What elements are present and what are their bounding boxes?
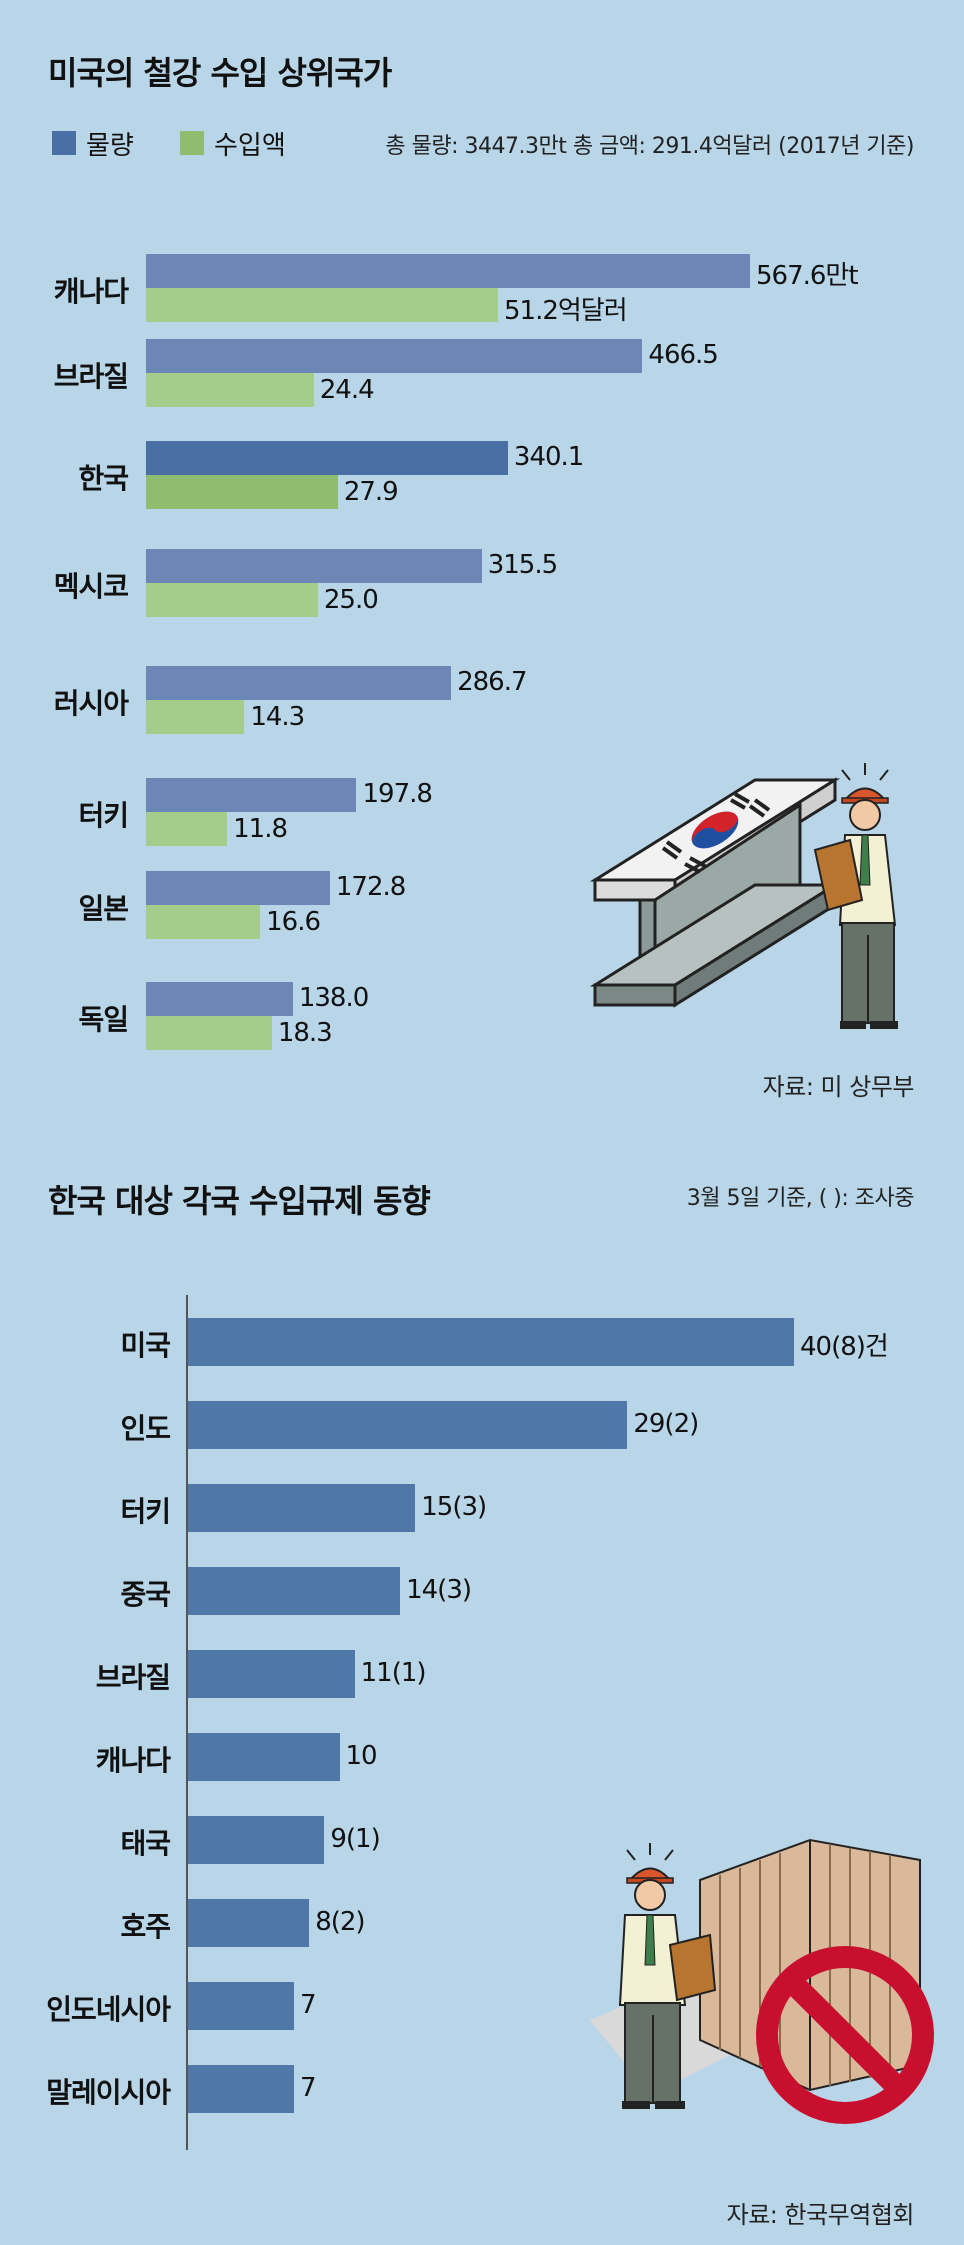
- chart1-volume-bar: [146, 666, 452, 700]
- chart1-volume-label: 340.1: [513, 442, 584, 472]
- chart1-volume-label: 172.8: [335, 872, 406, 902]
- chart1-category-label: 러시아: [53, 687, 129, 720]
- chart2-bar: [188, 1650, 355, 1698]
- chart2-value-label: 14(3): [406, 1575, 472, 1605]
- chart2-category-label: 미국: [120, 1329, 171, 1362]
- chart2-category-label: 호주: [120, 1910, 171, 1943]
- chart1-source: 자료: 미 상무부: [762, 1073, 915, 1101]
- chart2-value-label: 40(8)건: [800, 1332, 889, 1362]
- chart2-category-label: 인도: [120, 1412, 171, 1445]
- chart1-amount-bar: [146, 812, 228, 846]
- chart2-value-label: 7: [300, 1990, 317, 2020]
- chart2-category-label: 중국: [120, 1578, 171, 1611]
- chart2-value-label: 8(2): [315, 1907, 365, 1937]
- chart2-note: 3월 5일 기준, ( ): 조사중: [686, 1186, 915, 1211]
- import-ban-illustration: [590, 1838, 934, 2124]
- chart2-bar: [188, 1982, 295, 2030]
- chart1-amount-bar: [146, 475, 338, 509]
- chart1-category-label: 터키: [78, 799, 129, 832]
- chart2-value-label: 9(1): [330, 1824, 380, 1854]
- chart2-bar: [188, 1318, 794, 1366]
- chart1-volume-label: 466.5: [648, 340, 718, 370]
- steel-beam-illustration: [589, 763, 898, 1029]
- chart2-bar: [188, 2065, 295, 2113]
- chart1-amount-label: 14.3: [250, 702, 305, 732]
- chart2-bar: [188, 1816, 325, 1864]
- chart1-title: 미국의 철강 수입 상위국가: [48, 54, 392, 92]
- chart1-category-label: 독일: [78, 1003, 129, 1036]
- chart1-amount-label: 16.6: [266, 907, 321, 937]
- chart2-bar: [188, 1401, 628, 1449]
- chart1-amount-bar: [146, 288, 498, 322]
- chart1-amount-bar: [146, 373, 314, 407]
- chart2-value-label: 7: [300, 2073, 317, 2103]
- chart1-amount-label: 11.8: [233, 814, 288, 844]
- chart1-category-label: 멕시코: [53, 570, 129, 603]
- chart2-bar: [188, 1567, 401, 1615]
- chart2-bar: [188, 1899, 310, 1947]
- chart1-amount-bar: [146, 1016, 272, 1050]
- chart2-category-label: 캐나다: [95, 1744, 171, 1777]
- chart1-volume-bar: [146, 339, 643, 373]
- legend-swatch-amount: [180, 131, 204, 155]
- chart1-volume-label: 138.0: [298, 983, 369, 1013]
- chart2-bar: [188, 1733, 340, 1781]
- chart1-volume-bar: [146, 982, 293, 1016]
- chart1-amount-label: 18.3: [277, 1018, 333, 1048]
- chart1-category-label: 일본: [78, 892, 129, 925]
- chart1-volume-bar: [146, 871, 330, 905]
- legend-swatch-volume: [52, 131, 76, 155]
- chart1-amount-bar: [146, 583, 318, 617]
- chart2-value-label: 29(2): [633, 1409, 699, 1439]
- chart1-amount-label: 51.2억달러: [504, 296, 628, 326]
- chart1-volume-bar: [146, 778, 357, 812]
- chart1-volume-bar: [146, 441, 508, 475]
- chart2-category-label: 말레이시아: [46, 2076, 171, 2109]
- chart1-amount-label: 24.4: [319, 375, 375, 405]
- chart1-volume-label: 567.6만t: [756, 261, 859, 291]
- chart1-amount-label: 27.9: [343, 477, 399, 507]
- chart2-value-label: 10: [345, 1741, 378, 1771]
- chart2-category-label: 태국: [120, 1827, 171, 1860]
- chart1-amount-bar: [146, 700, 245, 734]
- chart1-volume-label: 197.8: [362, 779, 432, 809]
- chart1-note: 총 물량: 3447.3만t 총 금액: 291.4억달러 (2017년 기준): [385, 134, 914, 159]
- chart1-category-label: 브라질: [53, 360, 129, 393]
- chart1-category-label: 캐나다: [53, 275, 129, 308]
- chart1-volume-bar: [146, 254, 750, 288]
- chart1-amount-bar: [146, 905, 261, 939]
- chart2-title: 한국 대상 각국 수입규제 동향: [48, 1182, 431, 1220]
- chart2-axis: [186, 1295, 188, 2150]
- chart2-bar: [188, 1484, 416, 1532]
- legend-label-amount: 수입액: [214, 131, 286, 161]
- chart2-source: 자료: 한국무역협회: [726, 2201, 915, 2229]
- chart2-value-label: 11(1): [360, 1658, 427, 1688]
- chart2-category-label: 인도네시아: [46, 1993, 171, 2026]
- chart2-value-label: 15(3): [421, 1492, 487, 1522]
- chart1-amount-label: 25.0: [323, 585, 379, 615]
- chart1-category-label: 한국: [78, 462, 129, 495]
- chart1-volume-bar: [146, 549, 482, 583]
- chart1-volume-label: 286.7: [457, 667, 527, 697]
- chart1-volume-label: 315.5: [487, 550, 558, 580]
- chart2-category-label: 브라질: [95, 1661, 171, 1694]
- legend-label-volume: 물량: [86, 131, 134, 161]
- chart2-category-label: 터키: [120, 1495, 171, 1528]
